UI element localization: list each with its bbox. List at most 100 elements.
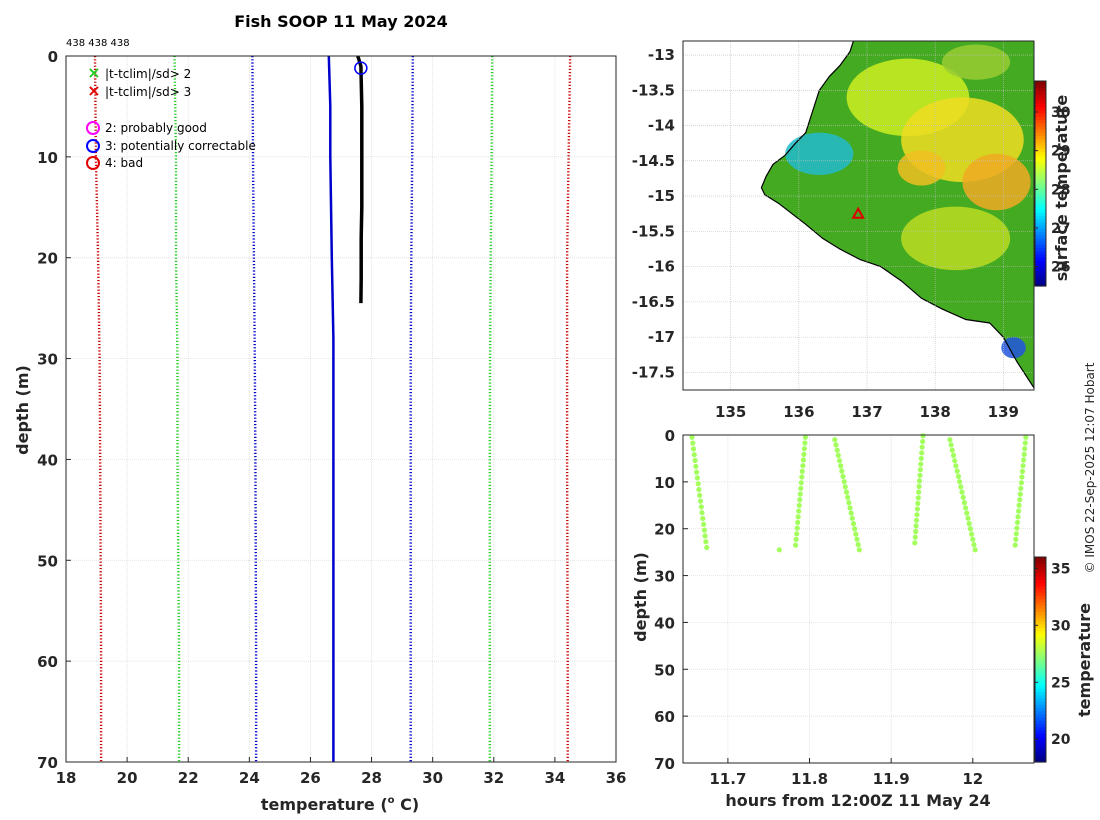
depth-time-point <box>839 468 845 474</box>
depth-time-point <box>971 542 977 548</box>
depth-time-point <box>920 433 926 439</box>
depth-time-point <box>913 517 920 523</box>
sst-colorbar-segment <box>1035 199 1046 204</box>
temperature-colorbar-segment <box>1035 675 1046 680</box>
sst-colorbar-segment <box>1035 113 1046 117</box>
temperature-colorbar-segment <box>1035 563 1046 568</box>
temperature-colorbar-segment <box>1035 557 1046 561</box>
temperature-colorbar-segment <box>1035 633 1046 638</box>
depth-time-point <box>801 451 807 457</box>
legend-qc-correctable: 3: potentially correctable <box>105 139 256 153</box>
sst-colorbar-segment <box>1035 244 1046 249</box>
profile-xlabel: temperature (o C) <box>261 795 419 814</box>
depth-time-frame <box>682 434 1035 764</box>
map-xtick-label: 139 <box>988 403 1019 421</box>
depth-time-point <box>693 463 699 469</box>
sst-colorbar-tick-label: 27 <box>1051 221 1070 237</box>
depth-time-point <box>854 536 860 542</box>
flag-3sd-marker: × <box>87 81 100 100</box>
profile-series-line-1 <box>173 55 181 762</box>
depth-time-point <box>838 463 844 469</box>
profile-xlabel-degree: o <box>388 795 395 806</box>
station-location-marker <box>851 206 865 219</box>
map-ytick-label: -13.5 <box>632 81 675 99</box>
depth-time-point <box>795 514 801 520</box>
temperature-colorbar-segment <box>1035 643 1046 648</box>
sst-colorbar-segment <box>1035 161 1046 165</box>
depth-time-point <box>845 494 851 500</box>
depth-time-point <box>1019 468 1026 474</box>
depth-time-point <box>954 468 960 474</box>
depth-time-point <box>700 515 706 522</box>
profile-series-line-6 <box>565 55 572 762</box>
depth-time-point <box>799 468 805 474</box>
temperature-colorbar-segment <box>1035 742 1046 747</box>
depth-time-point <box>913 523 919 529</box>
map-frame <box>682 40 1035 391</box>
sst-colorbar-segment <box>1035 141 1046 146</box>
depth-time-ytick-label: 0 <box>665 427 675 445</box>
profile-series-line-5 <box>488 55 494 762</box>
depth-time-point <box>856 547 862 553</box>
sst-colorbar-segment <box>1035 109 1046 114</box>
map-xtick-label: 137 <box>851 403 882 421</box>
depth-time-point <box>841 479 847 485</box>
map-ytick-label: -15 <box>648 187 675 205</box>
map-coastline <box>760 40 1035 389</box>
map-xtick-label: 138 <box>920 403 951 421</box>
depth-time-point <box>1020 463 1026 469</box>
sst-colorbar: 26 27 28 29 30 <box>1034 80 1071 287</box>
depth-time-point <box>694 469 700 475</box>
depth-time-point <box>802 440 808 446</box>
depth-time-point <box>699 510 705 516</box>
depth-time-point <box>834 447 840 453</box>
map-ytick-label: -17 <box>648 328 675 346</box>
temperature-colorbar-segment <box>1035 611 1046 616</box>
depth-time-ytick-label: 60 <box>654 708 675 726</box>
depth-time-point <box>918 461 924 467</box>
depth-time-point <box>969 531 975 537</box>
sst-colorbar-segment <box>1035 253 1046 258</box>
depth-time-point <box>697 498 704 504</box>
temperature-colorbar-segment <box>1035 595 1046 600</box>
qc-bad-marker <box>86 156 100 170</box>
depth-time-point <box>832 437 838 443</box>
profile-plot-area <box>66 56 616 762</box>
depth-time-point <box>691 452 697 458</box>
depth-time-point <box>702 533 708 539</box>
sst-colorbar-segment <box>1035 205 1046 210</box>
depth-time-xtick-label: 11.7 <box>709 770 746 788</box>
sst-colorbar-segment <box>1035 186 1046 191</box>
temperature-colorbar-segment <box>1035 659 1046 664</box>
temperature-colorbar-segment <box>1035 720 1046 725</box>
map-ytick-label: -16.5 <box>632 293 675 311</box>
temperature-colorbar-segment <box>1035 601 1046 606</box>
temperature-colorbar-segment <box>1035 621 1046 625</box>
legend-qc-bad: 4: bad <box>105 156 143 170</box>
depth-time-ytick-label: 40 <box>654 614 675 632</box>
depth-time-point <box>920 439 926 445</box>
sst-colorbar-segment <box>1035 263 1046 268</box>
depth-time-point <box>1022 440 1028 446</box>
depth-time-point <box>919 444 925 450</box>
sst-colorbar-label: surface temperature <box>1052 95 1071 282</box>
temperature-colorbar-tick-label: 35 <box>1051 561 1070 577</box>
depth-time-point <box>949 447 955 453</box>
sst-colorbar-segment <box>1035 225 1046 229</box>
sst-colorbar-segment <box>1035 279 1046 284</box>
temperature-colorbar-segment <box>1035 707 1046 712</box>
depth-time-point <box>800 457 807 463</box>
depth-time-point <box>689 434 695 440</box>
depth-time-area <box>683 435 1034 763</box>
depth-time-point <box>912 534 918 540</box>
depth-time-ytick-label: 30 <box>654 568 675 586</box>
sst-colorbar-segment <box>1035 250 1046 255</box>
sst-colorbar-segment <box>1035 282 1046 287</box>
flag-2sd-marker: × <box>87 63 100 82</box>
profile-series-line-0 <box>93 55 103 762</box>
depth-time-xtick-label: 11.9 <box>873 770 910 788</box>
temperature-colorbar-segment <box>1035 662 1046 667</box>
sst-colorbar-segment <box>1035 189 1046 194</box>
profile-ytick-label: 10 <box>37 149 58 167</box>
sst-colorbar-segment <box>1035 209 1046 213</box>
